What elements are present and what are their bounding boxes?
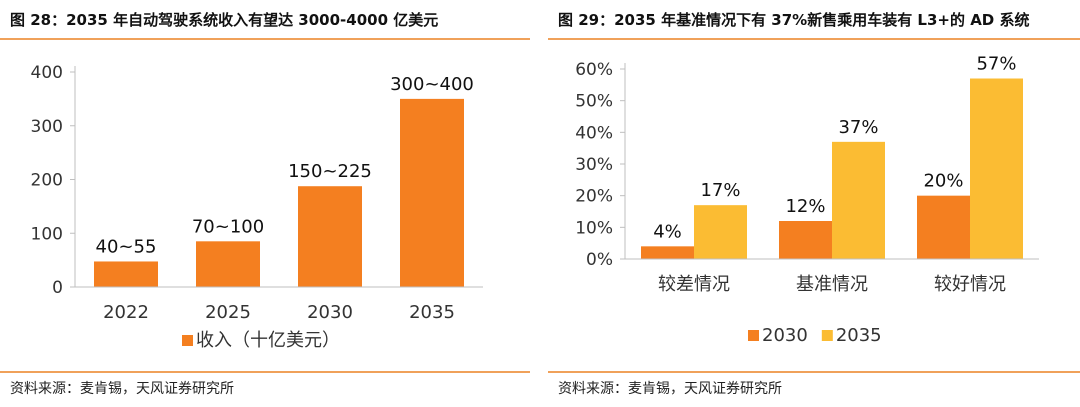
legend-swatch — [182, 335, 193, 346]
y-tick-label: 40% — [575, 123, 613, 143]
bar-较好情况-2030 — [917, 195, 970, 259]
y-tick-label: 300 — [31, 117, 63, 137]
legend-swatch — [748, 330, 759, 341]
data-label: 17% — [700, 180, 740, 201]
legend-label: 收入（十亿美元） — [196, 330, 340, 351]
x-tick-label: 基准情况 — [796, 274, 868, 295]
source-divider — [0, 371, 530, 373]
y-tick-label: 50% — [575, 92, 613, 112]
data-label: 300~400 — [390, 74, 474, 95]
data-label: 12% — [785, 196, 825, 217]
bar-较差情况-2035 — [694, 205, 747, 259]
bar-较差情况-2030 — [641, 246, 694, 259]
bar-较好情况-2035 — [970, 78, 1023, 259]
legend-label: 2030 — [762, 325, 808, 346]
bar-2025-收入（十亿美元） — [196, 241, 260, 287]
y-tick-label: 0% — [586, 250, 613, 270]
y-tick-label: 10% — [575, 218, 613, 238]
data-label: 70~100 — [192, 216, 264, 237]
y-tick-label: 20% — [575, 187, 613, 207]
figure-title: 图 29：2035 年基准情况下有 37%新售乘用车装有 L3+的 AD 系统 — [558, 11, 1030, 29]
data-label: 4% — [653, 221, 682, 242]
y-tick-label: 100 — [31, 224, 63, 244]
source-divider — [548, 371, 1080, 373]
y-tick-label: 0 — [52, 278, 63, 298]
chart-panel-revenue: 图 28：2035 年自动驾驶系统收入有望达 3000-4000 亿美元 0 10… — [0, 0, 530, 407]
y-tick-label: 200 — [31, 171, 63, 191]
bar-2030-收入（十亿美元） — [298, 186, 362, 287]
source-note: 资料来源：麦肯锡，天风证券研究所 — [10, 381, 234, 397]
source-note: 资料来源：麦肯锡，天风证券研究所 — [558, 381, 782, 397]
x-tick-label: 较差情况 — [658, 274, 730, 295]
x-tick-label: 2035 — [409, 302, 455, 323]
legend-label: 2035 — [836, 325, 882, 346]
data-label: 40~55 — [96, 236, 157, 257]
bar-2035-收入（十亿美元） — [400, 98, 464, 287]
y-tick-label: 400 — [31, 63, 63, 83]
data-label: 150~225 — [288, 161, 372, 182]
x-tick-label: 较好情况 — [934, 274, 1006, 295]
x-tick-label: 2030 — [307, 302, 353, 323]
y-tick-label: 60% — [575, 60, 613, 80]
bar-2022-收入（十亿美元） — [94, 261, 158, 287]
data-label: 20% — [923, 171, 963, 192]
title-divider — [548, 38, 1080, 40]
title-divider — [0, 38, 530, 40]
adoption-bar-chart: 0% 10% 20% 30% 40% 50% 60% 4% 17% 较差情况 12% 37% 基准情况 2… — [575, 54, 1039, 346]
x-tick-label: 2022 — [103, 302, 149, 323]
figure-title: 图 28：2035 年自动驾驶系统收入有望达 3000-4000 亿美元 — [10, 11, 439, 29]
data-label: 57% — [976, 54, 1016, 75]
revenue-bar-chart: 0 100 200 300 400 40~55 2022 70~100 2025 150~225 2… — [31, 63, 483, 351]
legend-swatch — [821, 330, 833, 341]
y-tick-label: 30% — [575, 155, 613, 175]
bar-基准情况-2035 — [832, 141, 885, 259]
bar-基准情况-2030 — [779, 221, 832, 259]
data-label: 37% — [838, 117, 878, 138]
x-tick-label: 2025 — [205, 302, 251, 323]
chart-panel-adoption: 图 29：2035 年基准情况下有 37%新售乘用车装有 L3+的 AD 系统 … — [548, 0, 1080, 407]
